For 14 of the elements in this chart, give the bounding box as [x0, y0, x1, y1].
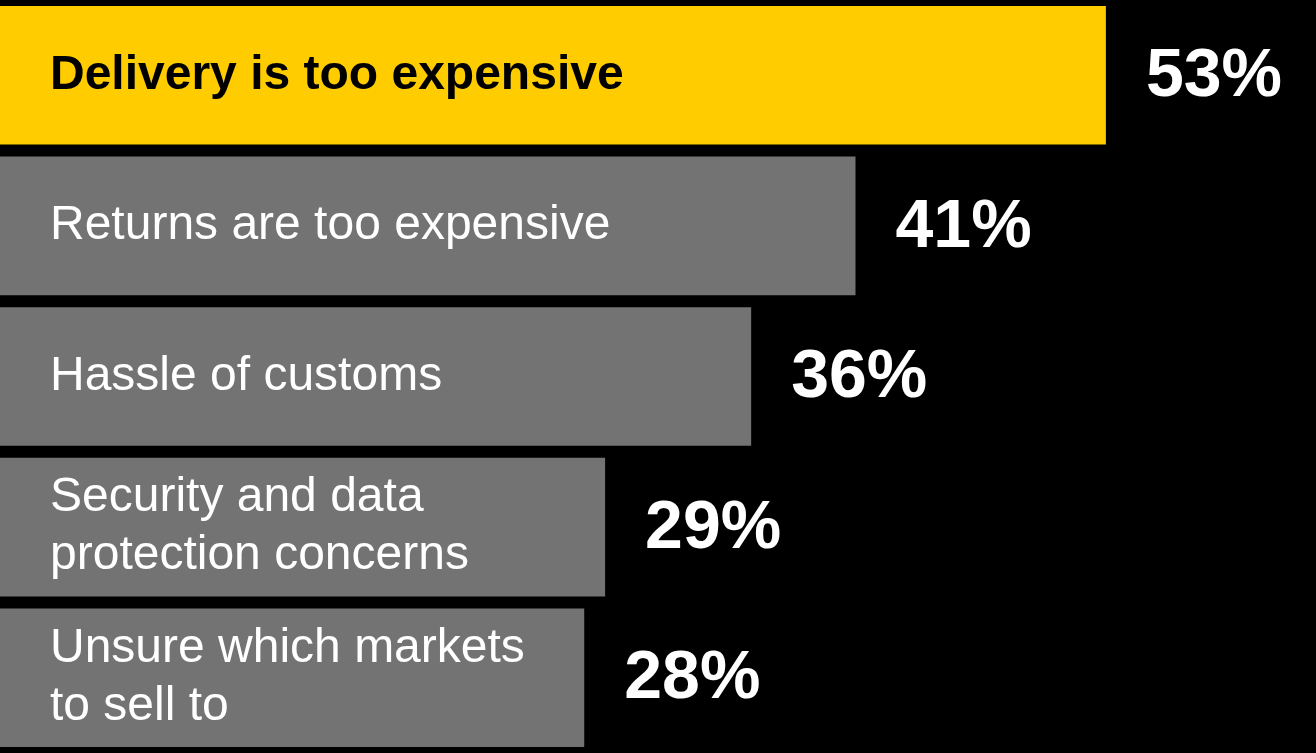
y-tick-label: Delivery is too expensive [50, 45, 624, 99]
data-label: 28% [624, 636, 761, 713]
y-tick-label: Hassle of customs [50, 346, 443, 400]
bar [0, 6, 1106, 145]
y-tick-label: Security and data protection concerns [50, 468, 469, 580]
bar [0, 608, 585, 747]
y-tick-label: Unsure which markets to sell to [50, 618, 525, 730]
data-label: 36% [791, 335, 928, 412]
data-label: 53% [1145, 34, 1282, 111]
data-label: 29% [645, 485, 782, 562]
y-tick-label: Returns are too expensive [50, 196, 611, 250]
data-label: 41% [895, 184, 1032, 261]
bar [0, 307, 752, 446]
bar [0, 156, 856, 296]
